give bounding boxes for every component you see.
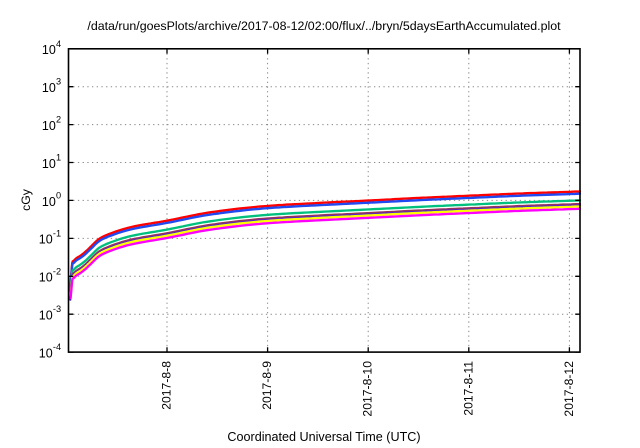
svg-text:Coordinated Universal Time (UT: Coordinated Universal Time (UTC) [227,430,420,444]
svg-text:10: 10 [39,346,53,360]
svg-text:10: 10 [42,157,56,171]
svg-text:10: 10 [42,43,56,57]
svg-text:10: 10 [42,81,56,95]
svg-text:2017-8-10: 2017-8-10 [361,361,375,417]
svg-text:10: 10 [39,309,53,323]
svg-text:/data/run/goesPlots/archive/20: /data/run/goesPlots/archive/2017-08-12/0… [87,19,561,33]
svg-text:-2: -2 [53,266,61,276]
svg-text:-3: -3 [53,304,61,314]
svg-text:4: 4 [56,39,61,49]
svg-text:1: 1 [56,153,61,163]
svg-text:2: 2 [56,115,61,125]
svg-text:0: 0 [56,190,61,200]
svg-text:2017-8-11: 2017-8-11 [461,361,475,416]
svg-text:2017-8-8: 2017-8-8 [160,361,174,410]
svg-text:3: 3 [56,77,61,87]
svg-text:10: 10 [39,233,53,247]
svg-text:-1: -1 [53,228,61,238]
svg-text:10: 10 [42,119,56,133]
svg-text:-4: -4 [53,342,61,352]
svg-text:2017-8-9: 2017-8-9 [260,361,274,410]
svg-text:10: 10 [39,271,53,285]
svg-text:cGy: cGy [19,188,33,211]
svg-text:10: 10 [42,195,56,209]
svg-text:2017-8-12: 2017-8-12 [562,361,576,417]
